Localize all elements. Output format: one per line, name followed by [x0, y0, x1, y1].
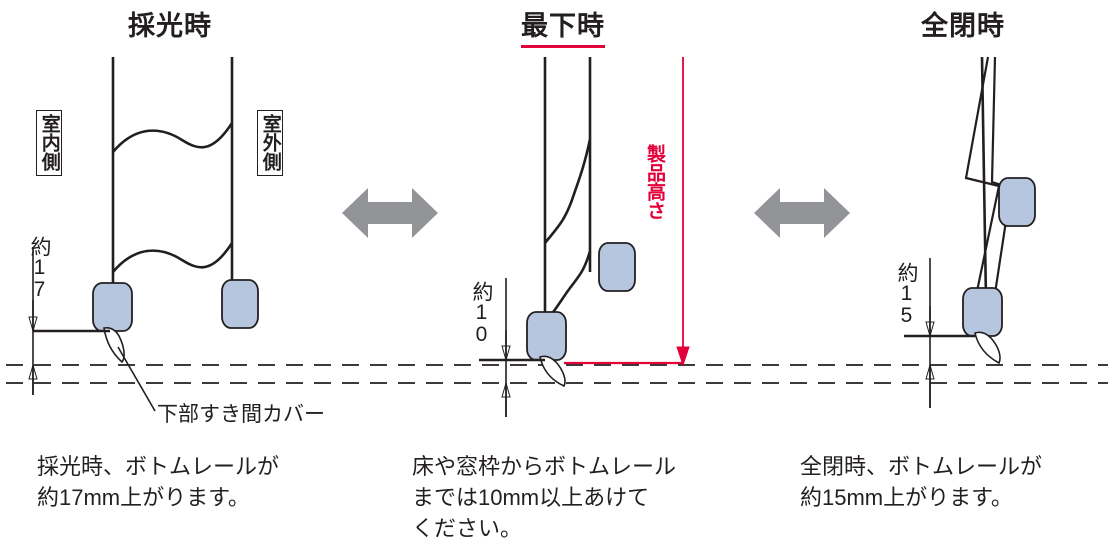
gap-cover-lowest	[539, 355, 566, 388]
gap-cover	[103, 326, 125, 364]
gap-cover-closed	[974, 331, 1001, 365]
caption-closed: 全閉時、ボトムレールが 約15mm上がります。	[800, 454, 1043, 511]
product-height-label: 製品高さ	[644, 144, 665, 220]
bottom-rail-exterior-closed	[998, 177, 1036, 227]
panel-title-lowest: 最下時	[521, 4, 605, 48]
label-box-exterior: 室外側	[257, 110, 283, 176]
connector-arrow-1	[342, 188, 438, 238]
double-arrow-icon-2	[754, 188, 850, 238]
panel-graphic-closed	[904, 56, 1036, 408]
dimension-label-15: 約15	[895, 262, 918, 326]
bottom-rail-exterior	[221, 279, 259, 329]
gap-cover-label: 下部すき間カバー	[157, 403, 325, 426]
panel-title-closed: 全閉時	[921, 11, 1005, 41]
product-height-arrowhead	[676, 346, 690, 367]
caption-daylight: 採光時、ボトムレールが 約17mm上がります。	[37, 454, 280, 511]
double-arrow-icon	[342, 188, 438, 238]
bottom-rail-interior-closed	[962, 287, 1003, 337]
panel-title-daylight: 採光時	[128, 11, 212, 41]
dimension-label-10: 約10	[470, 281, 493, 345]
label-box-interior: 室内側	[36, 110, 62, 176]
connector-arrow-2	[754, 188, 850, 238]
bottom-rail-exterior-lowest	[598, 242, 636, 292]
panel-graphic-daylight	[28, 57, 259, 412]
caption-lowest: 床や窓枠からボトムレール までは10mm以上あけて ください。	[412, 454, 677, 542]
panel-graphic-lowest	[479, 57, 690, 417]
